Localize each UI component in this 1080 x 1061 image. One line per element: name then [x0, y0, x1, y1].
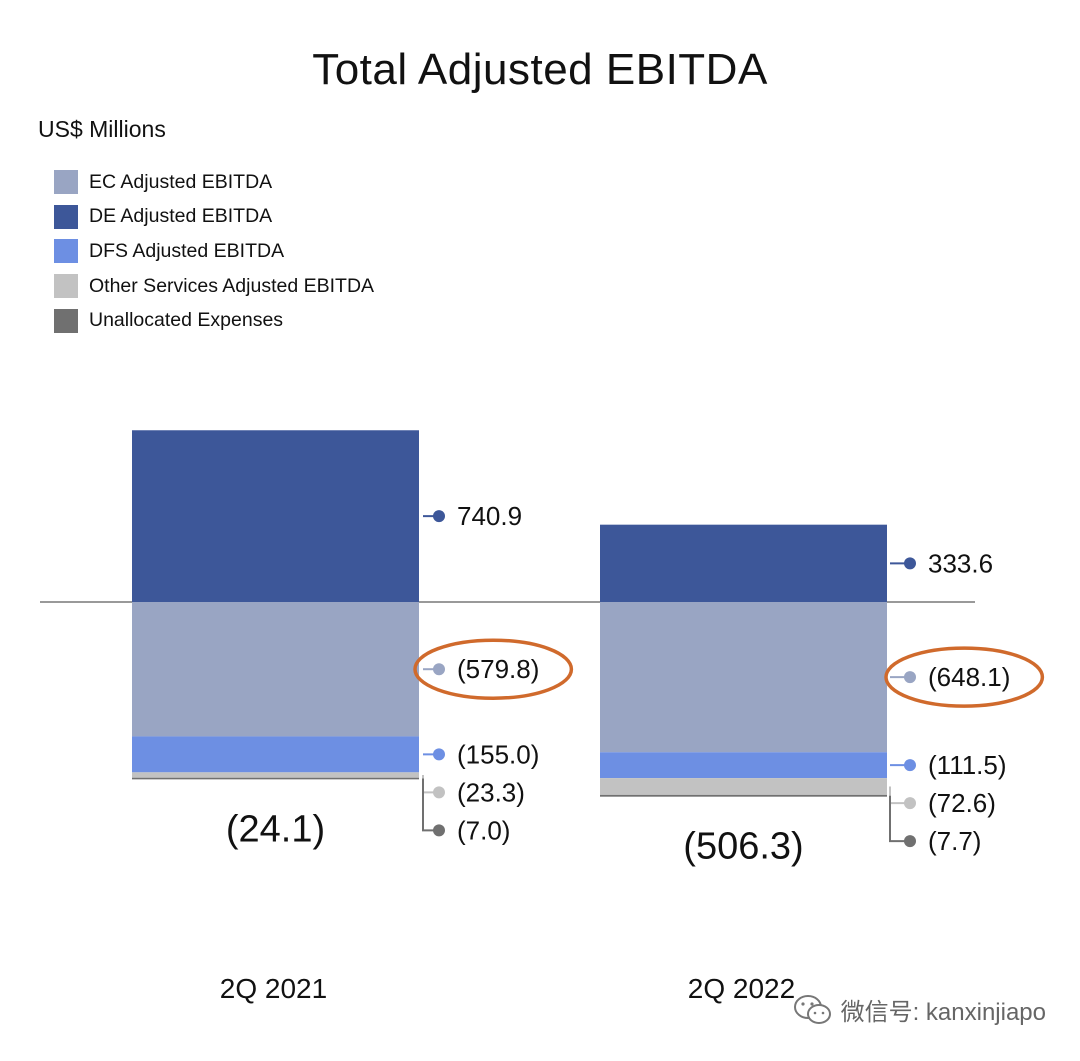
bar-segment-de-adjusted-ebitda-2q-2022	[600, 524, 887, 602]
bar-segment-unallocated-expenses-2q-2021	[132, 777, 419, 780]
leader-line-unallocated-expenses-2q-2021	[422, 778, 439, 832]
bar-segment-other-services-adjusted-ebitda-2q-2022	[600, 778, 887, 795]
legend-swatch-dfs	[54, 239, 78, 264]
data-label-de-adjusted-ebitda-2q-2021: 740.9	[457, 501, 522, 531]
data-point-marker-de-adjusted-ebitda-2q-2022	[904, 557, 916, 570]
bar-segment-other-services-adjusted-ebitda-2q-2021	[132, 772, 419, 778]
highlight-ellipse-2q-2022	[884, 646, 1045, 708]
data-label-unallocated-expenses-2q-2022: (7.7)	[928, 826, 981, 856]
data-point-marker-other-services-adjusted-ebitda-2q-2021	[433, 786, 445, 799]
watermark: 微信号: kanxinjiapo	[793, 992, 1046, 1027]
chart-legend: EC Adjusted EBITDA DE Adjusted EBITDA DF…	[54, 165, 374, 338]
x-tick-label-2q-2022: 2Q 2022	[688, 973, 795, 1004]
data-label-de-adjusted-ebitda-2q-2022: 333.6	[928, 548, 993, 578]
x-tick-label-2q-2021: 2Q 2021	[220, 973, 327, 1004]
data-point-marker-unallocated-expenses-2q-2021	[433, 824, 445, 837]
legend-item-other: Other Services Adjusted EBITDA	[54, 269, 374, 304]
bar-segment-ec-adjusted-ebitda-2q-2021	[132, 602, 419, 737]
bar-segment-dfs-adjusted-ebitda-2q-2022	[600, 752, 887, 779]
legend-label-de: DE Adjusted EBITDA	[89, 205, 273, 228]
data-label-other-services-adjusted-ebitda-2q-2022: (72.6)	[928, 788, 996, 818]
chart-units: US$ Millions	[38, 116, 166, 142]
legend-swatch-de	[54, 204, 78, 229]
watermark-text: 微信号: kanxinjiapo	[840, 999, 1046, 1026]
legend-swatch-unallocated	[54, 308, 78, 333]
data-label-other-services-adjusted-ebitda-2q-2021: (23.3)	[457, 777, 525, 807]
bar-segment-dfs-adjusted-ebitda-2q-2021	[132, 736, 419, 773]
legend-label-other: Other Services Adjusted EBITDA	[89, 274, 375, 297]
total-label-2q-2021: (24.1)	[226, 808, 325, 850]
data-point-marker-ec-adjusted-ebitda-2q-2021	[433, 663, 445, 676]
legend-item-unallocated: Unallocated Expenses	[54, 303, 374, 338]
data-point-marker-dfs-adjusted-ebitda-2q-2022	[904, 759, 916, 772]
legend-item-de: DE Adjusted EBITDA	[54, 200, 374, 235]
leader-line-unallocated-expenses-2q-2022	[889, 795, 910, 843]
legend-label-unallocated: Unallocated Expenses	[89, 309, 284, 332]
total-label-2q-2022: (506.3)	[683, 826, 803, 868]
bar-segment-unallocated-expenses-2q-2022	[600, 794, 887, 797]
data-label-dfs-adjusted-ebitda-2q-2022: (111.5)	[928, 750, 1007, 780]
data-point-marker-dfs-adjusted-ebitda-2q-2021	[433, 748, 445, 761]
data-point-marker-other-services-adjusted-ebitda-2q-2022	[904, 797, 916, 810]
data-label-dfs-adjusted-ebitda-2q-2021: (155.0)	[457, 739, 539, 769]
legend-item-ec: EC Adjusted EBITDA	[54, 165, 374, 200]
bar-segment-ec-adjusted-ebitda-2q-2022	[600, 602, 887, 753]
data-point-marker-unallocated-expenses-2q-2022	[904, 835, 916, 848]
chart-title: Total Adjusted EBITDA	[312, 45, 768, 94]
data-point-marker-ec-adjusted-ebitda-2q-2022	[904, 671, 916, 684]
data-label-ec-adjusted-ebitda-2q-2022: (648.1)	[928, 662, 1010, 692]
data-label-ec-adjusted-ebitda-2q-2021: (579.8)	[457, 654, 539, 684]
highlight-ellipse-2q-2021	[413, 638, 574, 700]
legend-label-dfs: DFS Adjusted EBITDA	[89, 239, 285, 262]
wechat-icon	[793, 994, 831, 1024]
legend-swatch-other	[54, 274, 78, 299]
legend-item-dfs: DFS Adjusted EBITDA	[54, 234, 374, 269]
data-label-unallocated-expenses-2q-2021: (7.0)	[457, 815, 510, 845]
data-point-marker-de-adjusted-ebitda-2q-2021	[433, 510, 445, 523]
bar-segment-de-adjusted-ebitda-2q-2021	[132, 430, 419, 602]
legend-label-ec: EC Adjusted EBITDA	[89, 170, 273, 193]
legend-swatch-ec	[54, 170, 78, 195]
